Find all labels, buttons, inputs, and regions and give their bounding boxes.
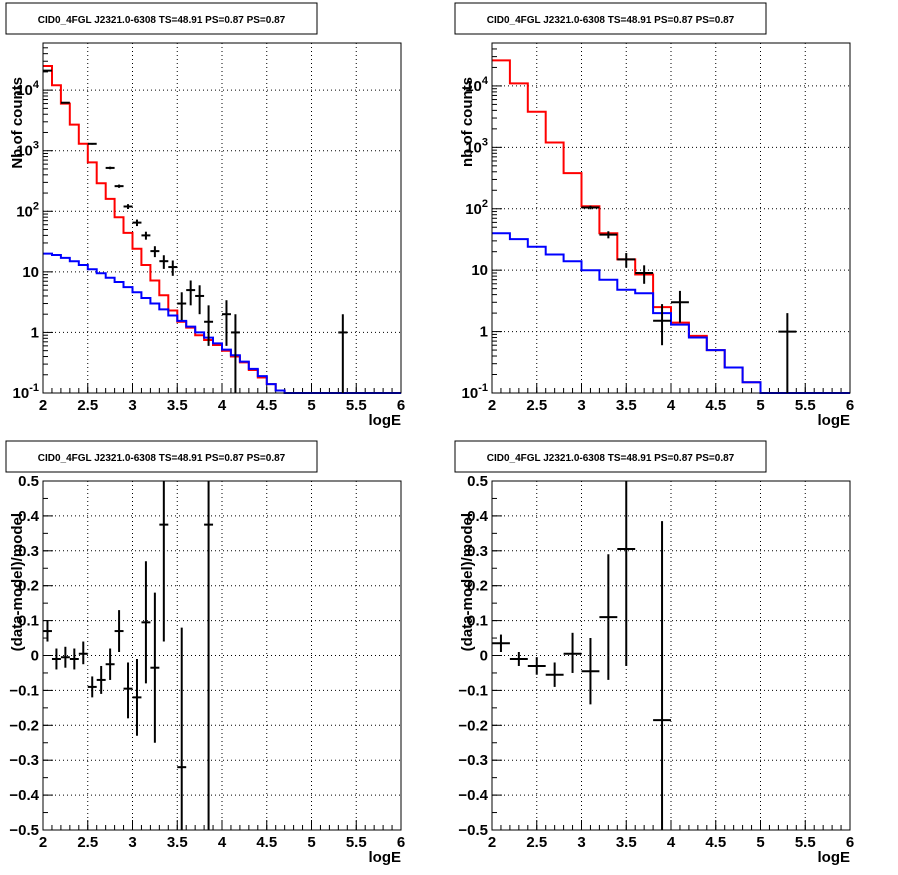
x-tick-label: 2.5 bbox=[77, 834, 98, 851]
y-axis-label: Nb of counts bbox=[9, 77, 26, 169]
y-tick-label: 103 bbox=[465, 136, 488, 156]
x-tick-label: 3 bbox=[128, 397, 136, 414]
x-tick-label: 6 bbox=[397, 397, 405, 414]
plot-frame bbox=[491, 480, 851, 831]
y-tick-label: 0.1 bbox=[18, 613, 39, 630]
chart-title: CID0_4FGL J2321.0-6308 TS=48.91 PS=0.87 … bbox=[38, 453, 286, 464]
x-tick-label: 2 bbox=[39, 834, 47, 851]
y-tick-label: 0.4 bbox=[18, 508, 40, 525]
plot-frame bbox=[42, 42, 402, 394]
y-tick-label: −0.5 bbox=[458, 822, 488, 839]
x-tick-label: 4.5 bbox=[256, 397, 277, 414]
x-axis-label: logE bbox=[818, 849, 851, 866]
x-tick-label: 4.5 bbox=[705, 397, 726, 414]
y-tick-label: 10-1 bbox=[13, 382, 39, 402]
y-tick-label: 1 bbox=[31, 324, 39, 341]
x-axis-label: logE bbox=[369, 412, 402, 429]
x-tick-label: 2.5 bbox=[526, 397, 547, 414]
y-tick-label: −0.3 bbox=[458, 752, 488, 769]
y-tick-label: −0.5 bbox=[9, 822, 39, 839]
x-tick-label: 3 bbox=[577, 834, 585, 851]
panel-bottom-left: CID0_4FGL J2321.0-6308 TS=48.91 PS=0.87 … bbox=[5, 440, 405, 866]
x-tick-label: 2 bbox=[488, 834, 496, 851]
y-axis-label: (data-model)/model bbox=[9, 513, 26, 651]
panel-top-right: CID0_4FGL J2321.0-6308 TS=48.91 PS=0.87 … bbox=[454, 2, 854, 429]
y-tick-label: 102 bbox=[465, 198, 488, 218]
y-tick-label: −0.4 bbox=[9, 787, 39, 804]
x-tick-label: 5.5 bbox=[346, 397, 367, 414]
x-tick-label: 4 bbox=[218, 834, 227, 851]
y-tick-label: −0.1 bbox=[458, 682, 488, 699]
title-box bbox=[454, 440, 767, 473]
y-tick-label: 0.2 bbox=[467, 578, 488, 595]
y-tick-label: 104 bbox=[465, 75, 489, 95]
x-tick-label: 5.5 bbox=[795, 834, 816, 851]
title-box bbox=[454, 2, 767, 35]
x-tick-label: 5 bbox=[756, 397, 764, 414]
y-tick-label: 10-1 bbox=[462, 382, 488, 402]
y-tick-label: 102 bbox=[16, 200, 39, 220]
chart-title: CID0_4FGL J2321.0-6308 TS=48.91 PS=0.87 … bbox=[38, 15, 286, 26]
y-tick-label: −0.2 bbox=[9, 717, 39, 734]
y-tick-label: 10 bbox=[22, 264, 39, 281]
x-tick-label: 5 bbox=[307, 834, 315, 851]
y-tick-label: −0.1 bbox=[9, 682, 39, 699]
x-tick-label: 3.5 bbox=[616, 397, 637, 414]
x-tick-label: 4 bbox=[218, 397, 227, 414]
y-tick-label: 103 bbox=[16, 140, 39, 160]
y-tick-label: 0 bbox=[31, 648, 39, 665]
x-tick-label: 5 bbox=[307, 397, 315, 414]
x-tick-label: 3.5 bbox=[167, 834, 188, 851]
y-tick-label: 0.5 bbox=[467, 473, 488, 490]
plot-frame bbox=[42, 480, 402, 831]
y-tick-label: 0.3 bbox=[18, 543, 39, 560]
y-tick-label: 1 bbox=[480, 324, 488, 341]
y-axis-label: (data-model)/model bbox=[459, 513, 476, 651]
plot-frame bbox=[491, 42, 851, 394]
x-axis-label: logE bbox=[369, 849, 402, 866]
x-tick-label: 3 bbox=[577, 397, 585, 414]
y-tick-label: 0.2 bbox=[18, 578, 39, 595]
x-tick-label: 3.5 bbox=[616, 834, 637, 851]
x-tick-label: 4 bbox=[667, 397, 676, 414]
series-background bbox=[492, 232, 850, 394]
x-tick-label: 3 bbox=[128, 834, 136, 851]
y-tick-label: 0.5 bbox=[18, 473, 39, 490]
x-tick-label: 2.5 bbox=[526, 834, 547, 851]
title-box bbox=[5, 2, 318, 35]
x-tick-label: 6 bbox=[846, 834, 854, 851]
x-tick-label: 4 bbox=[667, 834, 676, 851]
panel-top-left: CID0_4FGL J2321.0-6308 TS=48.91 PS=0.87 … bbox=[5, 2, 405, 429]
x-tick-label: 2 bbox=[39, 397, 47, 414]
x-tick-label: 5 bbox=[756, 834, 764, 851]
y-tick-label: 0 bbox=[480, 648, 488, 665]
y-tick-label: −0.3 bbox=[9, 752, 39, 769]
title-box bbox=[5, 440, 318, 473]
x-tick-label: 5.5 bbox=[346, 834, 367, 851]
x-tick-label: 3.5 bbox=[167, 397, 188, 414]
x-axis-label: logE bbox=[818, 412, 851, 429]
x-tick-label: 2.5 bbox=[77, 397, 98, 414]
y-axis-label: nb of counts bbox=[459, 77, 476, 167]
x-tick-label: 4.5 bbox=[705, 834, 726, 851]
x-tick-label: 6 bbox=[846, 397, 854, 414]
x-tick-label: 5.5 bbox=[795, 397, 816, 414]
panel-bottom-right: CID0_4FGL J2321.0-6308 TS=48.91 PS=0.87 … bbox=[454, 440, 854, 866]
x-tick-label: 6 bbox=[397, 834, 405, 851]
chart-title: CID0_4FGL J2321.0-6308 TS=48.91 PS=0.87 … bbox=[487, 15, 735, 26]
y-tick-label: 10 bbox=[471, 262, 488, 279]
y-tick-label: 0.4 bbox=[467, 508, 489, 525]
chart-title: CID0_4FGL J2321.0-6308 TS=48.91 PS=0.87 … bbox=[487, 453, 735, 464]
x-tick-label: 2 bbox=[488, 397, 496, 414]
x-tick-label: 4.5 bbox=[256, 834, 277, 851]
y-tick-label: 0.1 bbox=[467, 613, 488, 630]
y-tick-label: 0.3 bbox=[467, 543, 488, 560]
y-tick-label: −0.2 bbox=[458, 717, 488, 734]
y-tick-label: 104 bbox=[16, 79, 40, 99]
y-tick-label: −0.4 bbox=[458, 787, 488, 804]
